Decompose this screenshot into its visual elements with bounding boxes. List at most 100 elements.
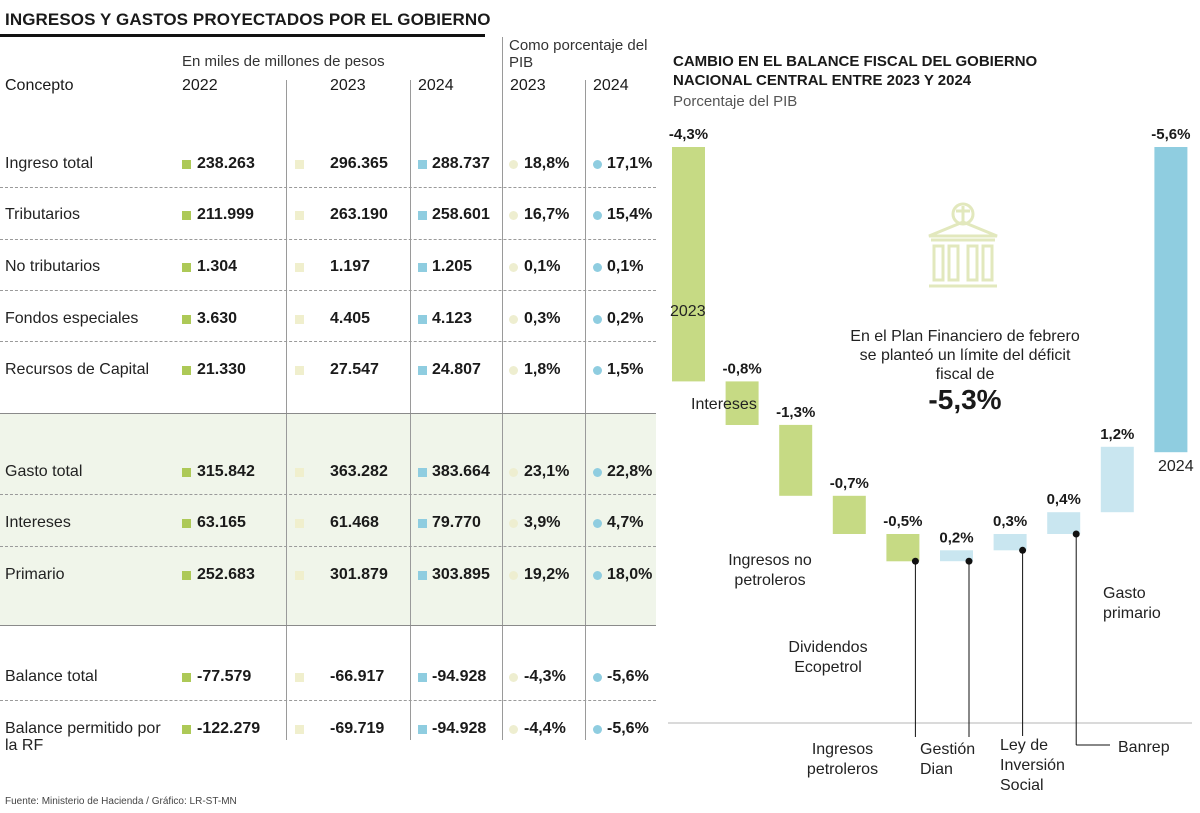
row-label: Ingreso total — [5, 155, 94, 172]
legend-dot-2024 — [593, 263, 602, 272]
legend-dot-2024 — [593, 468, 602, 477]
category-label: Intereses — [691, 396, 757, 413]
cell-pib-2024: 4,7% — [607, 514, 644, 531]
legend-dot-2023 — [509, 519, 518, 528]
concept-header: Concepto — [5, 77, 74, 94]
value-label: 0,4% — [1047, 491, 1081, 508]
legend-dot-2023 — [509, 673, 518, 682]
category-label: Ley de Inversión Social — [1000, 737, 1065, 794]
cell-pib-2024: 17,1% — [607, 155, 653, 172]
legend-marker-2022 — [182, 263, 191, 272]
section-rule — [0, 413, 656, 414]
cell-pib-2023: 16,7% — [524, 206, 570, 223]
cell-pib-2024: 0,2% — [607, 310, 644, 327]
cell-pib-2023: 23,1% — [524, 463, 570, 480]
cell-2024: -94.928 — [432, 668, 487, 685]
cell-2024: 383.664 — [432, 463, 490, 480]
cell-2022: -122.279 — [197, 720, 261, 737]
row-divider — [0, 187, 656, 188]
row-divider — [0, 700, 656, 701]
waterfall-bar — [940, 550, 973, 562]
waterfall-bar — [779, 424, 813, 496]
row-label: Recursos de Capital — [5, 361, 150, 378]
waterfall-bar — [1100, 446, 1134, 513]
category-label: Gasto primario — [1103, 585, 1161, 622]
cell-2022: 3.630 — [197, 310, 238, 327]
value-label: 0,3% — [993, 513, 1027, 530]
value-label: -5,6% — [1151, 126, 1190, 143]
legend-dot-2024 — [593, 315, 602, 324]
legend-dot-2023 — [509, 160, 518, 169]
legend-marker-2024 — [418, 519, 427, 528]
cell-pib-2024: -5,6% — [607, 668, 649, 685]
legend-dot-2023 — [509, 725, 518, 734]
row-label: Fondos especiales — [5, 310, 139, 327]
cell-pib-2023: 18,8% — [524, 155, 570, 172]
legend-dot-2024 — [593, 725, 602, 734]
legend-marker-2023 — [295, 211, 304, 220]
value-label: 0,2% — [939, 529, 973, 546]
legend-marker-2022 — [182, 366, 191, 375]
legend-marker-2023 — [295, 571, 304, 580]
legend-marker-2024 — [418, 211, 427, 220]
cell-2023: 1.197 — [330, 258, 371, 275]
waterfall-bar — [725, 381, 759, 425]
legend-marker-2024 — [418, 468, 427, 477]
cell-pib-2023: -4,3% — [524, 668, 566, 685]
column-divider — [585, 80, 586, 740]
value-label: 1,2% — [1100, 426, 1134, 443]
cell-2023: 27.547 — [330, 361, 379, 378]
legend-marker-2023 — [295, 725, 304, 734]
pib-header-2024: 2024 — [593, 77, 629, 94]
cell-2024: 303.895 — [432, 566, 490, 583]
row-label: Gasto total — [5, 463, 83, 480]
category-label: Ingresos no petroleros — [728, 552, 812, 589]
annotation-value: -5,3% — [928, 384, 1002, 415]
legend-dot-2024 — [593, 211, 602, 220]
cell-2024: 4.123 — [432, 310, 473, 327]
legend-dot-2023 — [509, 263, 518, 272]
cell-2022: 21.330 — [197, 361, 246, 378]
title-rule — [0, 34, 485, 37]
row-divider — [0, 494, 656, 495]
chart-subtitle: Porcentaje del PIB — [673, 93, 798, 110]
legend-dot-2023 — [509, 366, 518, 375]
legend-dot-2024 — [593, 571, 602, 580]
legend-marker-2023 — [295, 160, 304, 169]
cell-pib-2024: 18,0% — [607, 566, 653, 583]
waterfall-chart: -4,3% -0,8% -1,3% -0,7% -0,5% 0,2% 0,3% 0,4% 1,2… — [668, 126, 1192, 746]
category-label: 2023 — [670, 303, 706, 320]
year-header-2023: 2023 — [330, 77, 366, 94]
legend-marker-2023 — [295, 263, 304, 272]
chart-title: CAMBIO EN EL BALANCE FISCAL DEL GOBIERNO… — [673, 53, 1038, 89]
cell-2023: 296.365 — [330, 155, 388, 172]
category-label: Banrep — [1118, 739, 1170, 756]
value-label: -4,3% — [669, 126, 708, 143]
column-divider — [286, 80, 287, 740]
year-header-2022: 2022 — [182, 77, 218, 94]
legend-marker-2023 — [295, 673, 304, 682]
legend-marker-2023 — [295, 468, 304, 477]
value-label: -0,7% — [830, 475, 869, 492]
cell-pib-2024: 0,1% — [607, 258, 644, 275]
legend-marker-2022 — [182, 571, 191, 580]
legend-dot-2023 — [509, 571, 518, 580]
legend-marker-2023 — [295, 366, 304, 375]
legend-marker-2022 — [182, 315, 191, 324]
cell-2024: -94.928 — [432, 720, 487, 737]
legend-marker-2024 — [418, 725, 427, 734]
cell-2022: 238.263 — [197, 155, 255, 172]
category-label: Gestión Dian — [920, 741, 976, 778]
cell-pib-2024: -5,6% — [607, 720, 649, 737]
cell-2022: 211.999 — [197, 206, 254, 223]
annotation-text: En el Plan Financiero de febrero se plan… — [850, 328, 1080, 383]
cell-2022: 315.842 — [197, 463, 255, 480]
category-label: 2024 — [1158, 458, 1194, 475]
legend-dot-2024 — [593, 160, 602, 169]
waterfall-bar — [1154, 147, 1188, 453]
legend-marker-2024 — [418, 673, 427, 682]
legend-marker-2022 — [182, 468, 191, 477]
gasto-band — [0, 414, 656, 625]
cell-2023: 301.879 — [330, 566, 388, 583]
cell-2023: -66.917 — [330, 668, 385, 685]
